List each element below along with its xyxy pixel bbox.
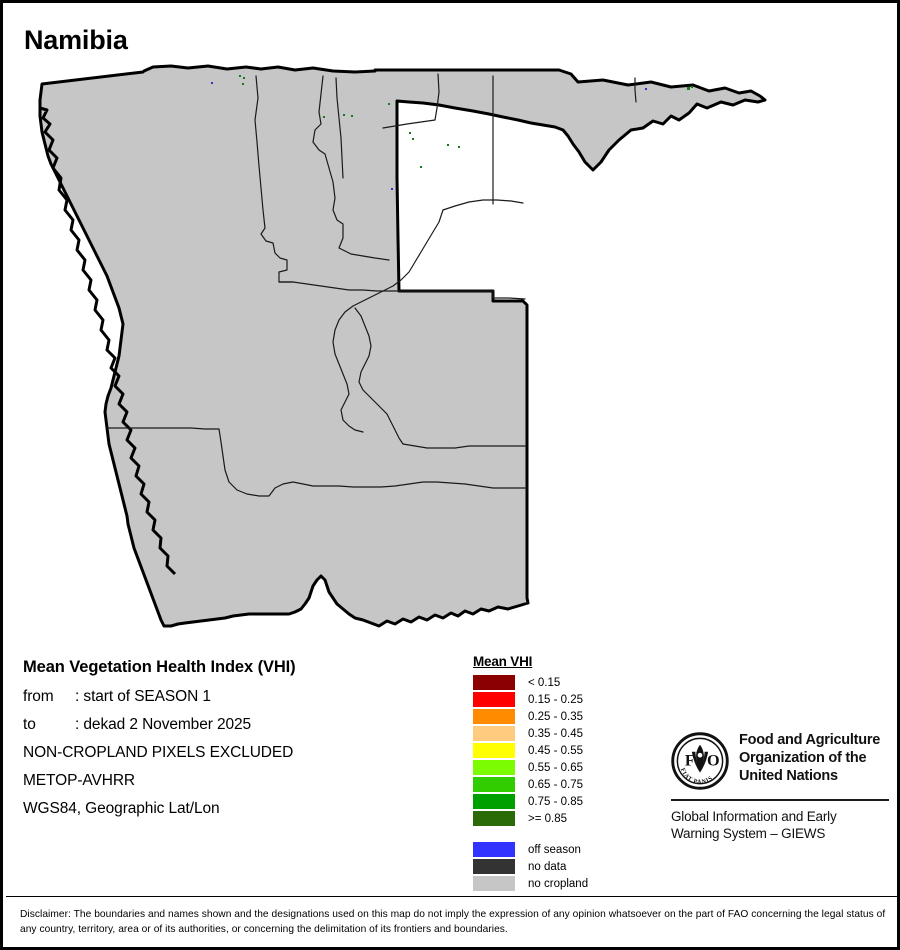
info-note-projection: WGS84, Geographic Lat/Lon	[23, 800, 220, 817]
admin-line-erongo-north	[278, 281, 526, 300]
legend-item-3[interactable]: 0.35 - 0.45	[473, 725, 588, 742]
legend-label-off-season: off season	[528, 843, 581, 856]
fao-name-line-2: Organization of the	[739, 749, 867, 766]
fao-branding: F O A FIAT PANIS Food and Agriculture Or…	[671, 732, 889, 843]
legend-item-5[interactable]: 0.55 - 0.65	[473, 759, 588, 776]
pixel-markers	[211, 75, 693, 190]
legend-item-2[interactable]: 0.25 - 0.35	[473, 708, 588, 725]
info-from-value: : start of SEASON 1	[75, 688, 211, 705]
legend-swatch-off-season	[473, 842, 515, 857]
admin-line-ohangwena	[335, 77, 344, 179]
giews-line-2: Warning System – GIEWS	[671, 826, 826, 842]
legend-label-2: 0.25 - 0.35	[528, 710, 583, 723]
svg-text:F: F	[685, 752, 695, 770]
legend-label-8: >= 0.85	[528, 812, 568, 825]
legend-label-5: 0.55 - 0.65	[528, 761, 583, 774]
legend-swatch-3	[473, 726, 515, 741]
admin-boundaries	[106, 73, 637, 497]
legend-swatch-7	[473, 794, 515, 809]
disclaimer-text: Disclaimer: The boundaries and names sho…	[20, 909, 886, 935]
legend-swatch-5	[473, 760, 515, 775]
admin-line-kunene-east	[254, 75, 294, 283]
legend-title: Mean VHI	[473, 654, 533, 669]
admin-line-karas-east	[402, 443, 526, 449]
legend-label-3: 0.35 - 0.45	[528, 727, 583, 740]
namibia-map-svg	[38, 64, 767, 628]
fao-name-line-3: United Nations	[739, 767, 838, 784]
admin-line-kavango-east	[634, 77, 637, 103]
legend-label-no-data: no data	[528, 860, 567, 873]
legend-label-7: 0.75 - 0.85	[528, 795, 583, 808]
legend-label-1: 0.15 - 0.25	[528, 693, 583, 706]
legend-swatch-8	[473, 811, 515, 826]
west-coast-detail	[39, 106, 177, 576]
legend-swatch-no-data	[473, 859, 515, 874]
info-note-sensor: METOP-AVHRR	[23, 772, 136, 789]
legend-swatch-1	[473, 692, 515, 707]
legend-swatch-2	[473, 709, 515, 724]
giews-subtitle: Global Information and Early Warning Sys…	[671, 808, 889, 843]
info-from-key: from	[23, 688, 54, 705]
legend-label-no-cropland: no cropland	[528, 877, 589, 890]
admin-line-oshikoto	[382, 73, 440, 129]
info-title: Mean Vegetation Health Index (VHI)	[23, 658, 296, 676]
map-info-block: Mean Vegetation Health Index (VHI) from:…	[23, 658, 453, 828]
legend-item-no-cropland[interactable]: no cropland	[473, 875, 588, 892]
legend-item-4[interactable]: 0.45 - 0.55	[473, 742, 588, 759]
legend-label-0: < 0.15	[528, 676, 561, 689]
namibia-landmass[interactable]	[38, 64, 767, 628]
info-to-key: to	[23, 716, 36, 733]
namibia-country-shape[interactable]	[38, 64, 767, 628]
giews-line-1: Global Information and Early	[671, 809, 837, 824]
legend: Mean VHI < 0.15 0.15 - 0.25 0.25 - 0.35 …	[473, 654, 588, 892]
disclaimer-separator	[6, 896, 900, 897]
legend-swatch-4	[473, 743, 515, 758]
info-to-value: : dekad 2 November 2025	[75, 716, 252, 733]
legend-item-6[interactable]: 0.65 - 0.75	[473, 776, 588, 793]
svg-text:O: O	[707, 752, 720, 770]
admin-line-omaheke-west	[442, 199, 524, 211]
legend-item-off-season[interactable]: off season	[473, 841, 588, 858]
admin-line-omusati-oshana	[312, 75, 390, 261]
svg-text:A: A	[696, 745, 704, 756]
legend-swatch-6	[473, 777, 515, 792]
info-row-to: to : dekad 2 November 2025	[23, 716, 453, 734]
legend-swatch-no-cropland	[473, 876, 515, 891]
legend-label-4: 0.45 - 0.55	[528, 744, 583, 757]
fao-organization-name: Food and Agriculture Organization of the…	[739, 732, 880, 786]
info-row-from: from : start of SEASON 1	[23, 688, 453, 706]
admin-line-hardap-north	[106, 427, 528, 497]
admin-line-erongo-khomas	[354, 307, 404, 445]
fao-divider	[671, 799, 889, 801]
legend-item-8[interactable]: >= 0.85	[473, 810, 588, 827]
legend-item-1[interactable]: 0.15 - 0.25	[473, 691, 588, 708]
legend-item-no-data[interactable]: no data	[473, 858, 588, 875]
page-title: Namibia	[24, 25, 128, 55]
legend-label-6: 0.65 - 0.75	[528, 778, 583, 791]
legend-swatch-0	[473, 675, 515, 690]
legend-spacer	[473, 827, 588, 841]
fao-name-line-1: Food and Agriculture	[739, 732, 881, 748]
info-note-cropland: NON-CROPLAND PIXELS EXCLUDED	[23, 744, 294, 761]
admin-line-central-spine	[332, 209, 444, 433]
fao-logo-icon: F O A FIAT PANIS	[671, 732, 729, 790]
map-canvas[interactable]	[3, 58, 897, 638]
legend-item-7[interactable]: 0.75 - 0.85	[473, 793, 588, 810]
legend-item-0[interactable]: < 0.15	[473, 674, 588, 691]
